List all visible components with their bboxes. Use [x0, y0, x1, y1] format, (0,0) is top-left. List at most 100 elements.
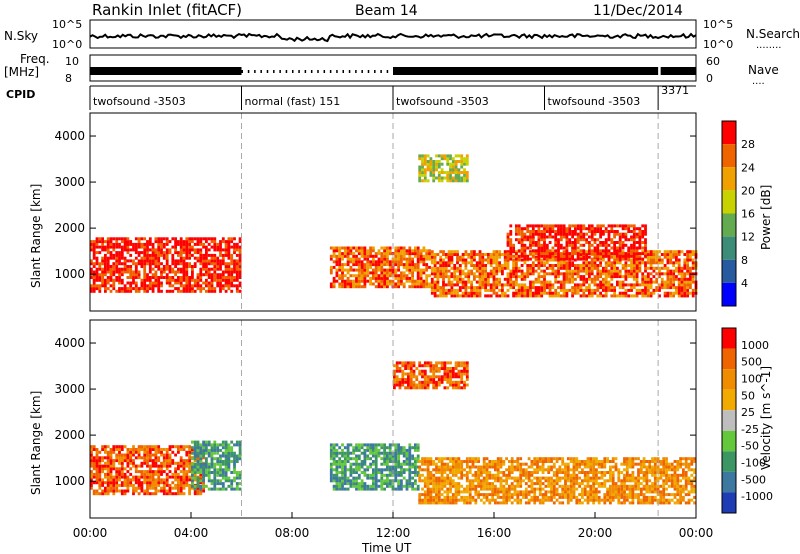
cell-1 — [360, 252, 364, 256]
cell-2 — [540, 275, 544, 279]
freq-dot — [260, 70, 262, 73]
cell-0 — [154, 248, 158, 252]
nave-top-tick: 60 — [706, 55, 720, 68]
cell-3 — [526, 238, 530, 242]
cell-3 — [555, 498, 559, 502]
cell-0 — [179, 470, 183, 474]
cell-3 — [551, 227, 555, 231]
cell-2 — [540, 269, 544, 273]
cell-4 — [421, 173, 424, 177]
cell-2 — [343, 454, 347, 458]
cell-0 — [238, 273, 242, 277]
cell-3 — [624, 235, 628, 239]
cell-0 — [182, 273, 186, 277]
cell-0 — [216, 284, 220, 288]
cell-3 — [562, 235, 566, 239]
cell-2 — [430, 261, 434, 265]
cell-2 — [588, 286, 591, 290]
cell-2 — [635, 280, 639, 284]
cell-3 — [547, 460, 551, 463]
cpid-label-2: twofsound -3503 — [396, 95, 489, 108]
cell-2 — [503, 253, 507, 256]
cell-0 — [179, 478, 183, 482]
cell-3 — [449, 498, 452, 502]
cell-2 — [329, 476, 333, 480]
cell-3 — [630, 249, 633, 253]
cell-3 — [559, 227, 563, 231]
cell-2 — [498, 261, 501, 265]
cell-3 — [644, 241, 647, 244]
cell-0 — [137, 445, 141, 449]
cell-2 — [607, 272, 611, 276]
cell-3 — [541, 460, 545, 463]
cell-0 — [174, 270, 177, 274]
cell-0 — [179, 289, 183, 293]
cell-0 — [92, 467, 96, 471]
cell-2 — [632, 264, 636, 267]
cell-0 — [199, 489, 203, 493]
cell-2 — [332, 446, 336, 450]
cell-4 — [429, 168, 433, 172]
cell-2 — [540, 291, 544, 295]
cell-0 — [126, 240, 130, 244]
cell-0 — [112, 256, 116, 260]
cell-2 — [475, 286, 479, 290]
cell-0 — [132, 248, 135, 252]
cell-3 — [610, 238, 614, 242]
cell-0 — [213, 248, 217, 252]
cell-0 — [140, 251, 144, 255]
cell-1 — [386, 263, 389, 267]
cell-0 — [106, 278, 110, 282]
cell-2 — [489, 253, 493, 256]
cell-3 — [496, 490, 500, 494]
cell-0 — [205, 289, 208, 293]
cell-2 — [655, 286, 659, 290]
cell-3 — [618, 232, 622, 236]
cell-3 — [432, 468, 436, 472]
cell-3 — [457, 482, 461, 486]
cell-2 — [501, 288, 504, 292]
cell-0 — [210, 237, 214, 241]
cell-1 — [233, 487, 236, 491]
cell-0 — [188, 470, 191, 474]
cell-0 — [205, 262, 208, 266]
cell-3 — [522, 490, 525, 494]
cell-2 — [621, 291, 625, 295]
cell-1 — [352, 285, 356, 289]
cell-0 — [227, 256, 231, 260]
cell-0 — [179, 464, 183, 468]
cell-3 — [510, 468, 514, 472]
cell-2 — [630, 286, 633, 290]
cell-1 — [366, 271, 370, 275]
cell-2 — [329, 451, 333, 455]
cell-3 — [552, 487, 556, 491]
cell-0 — [177, 259, 180, 263]
cell-3 — [516, 490, 520, 494]
cell-2 — [644, 283, 647, 287]
cell-0 — [134, 270, 138, 274]
cell-2 — [691, 261, 695, 265]
cell-2 — [456, 275, 459, 279]
cell-2 — [506, 288, 510, 292]
colorbar-tick-label: 28 — [741, 138, 755, 151]
cell-2 — [683, 264, 687, 267]
cell-2 — [450, 291, 454, 295]
cell-3 — [607, 238, 611, 242]
cell-3 — [509, 252, 513, 256]
cell-0 — [160, 461, 163, 465]
freq-bar-0 — [90, 67, 242, 75]
cell-0 — [219, 253, 222, 257]
cell-2 — [604, 283, 608, 287]
cell-0 — [109, 289, 113, 293]
cell-0 — [148, 470, 152, 474]
cell-3 — [513, 460, 517, 463]
cell-0 — [162, 456, 166, 460]
cell-0 — [101, 240, 104, 244]
freq-dot — [247, 70, 250, 73]
cell-1 — [363, 249, 367, 253]
cell-0 — [177, 486, 180, 490]
cell-3 — [562, 230, 566, 233]
cell-0 — [154, 464, 158, 468]
cell-0 — [92, 456, 96, 460]
cell-2 — [492, 283, 496, 287]
